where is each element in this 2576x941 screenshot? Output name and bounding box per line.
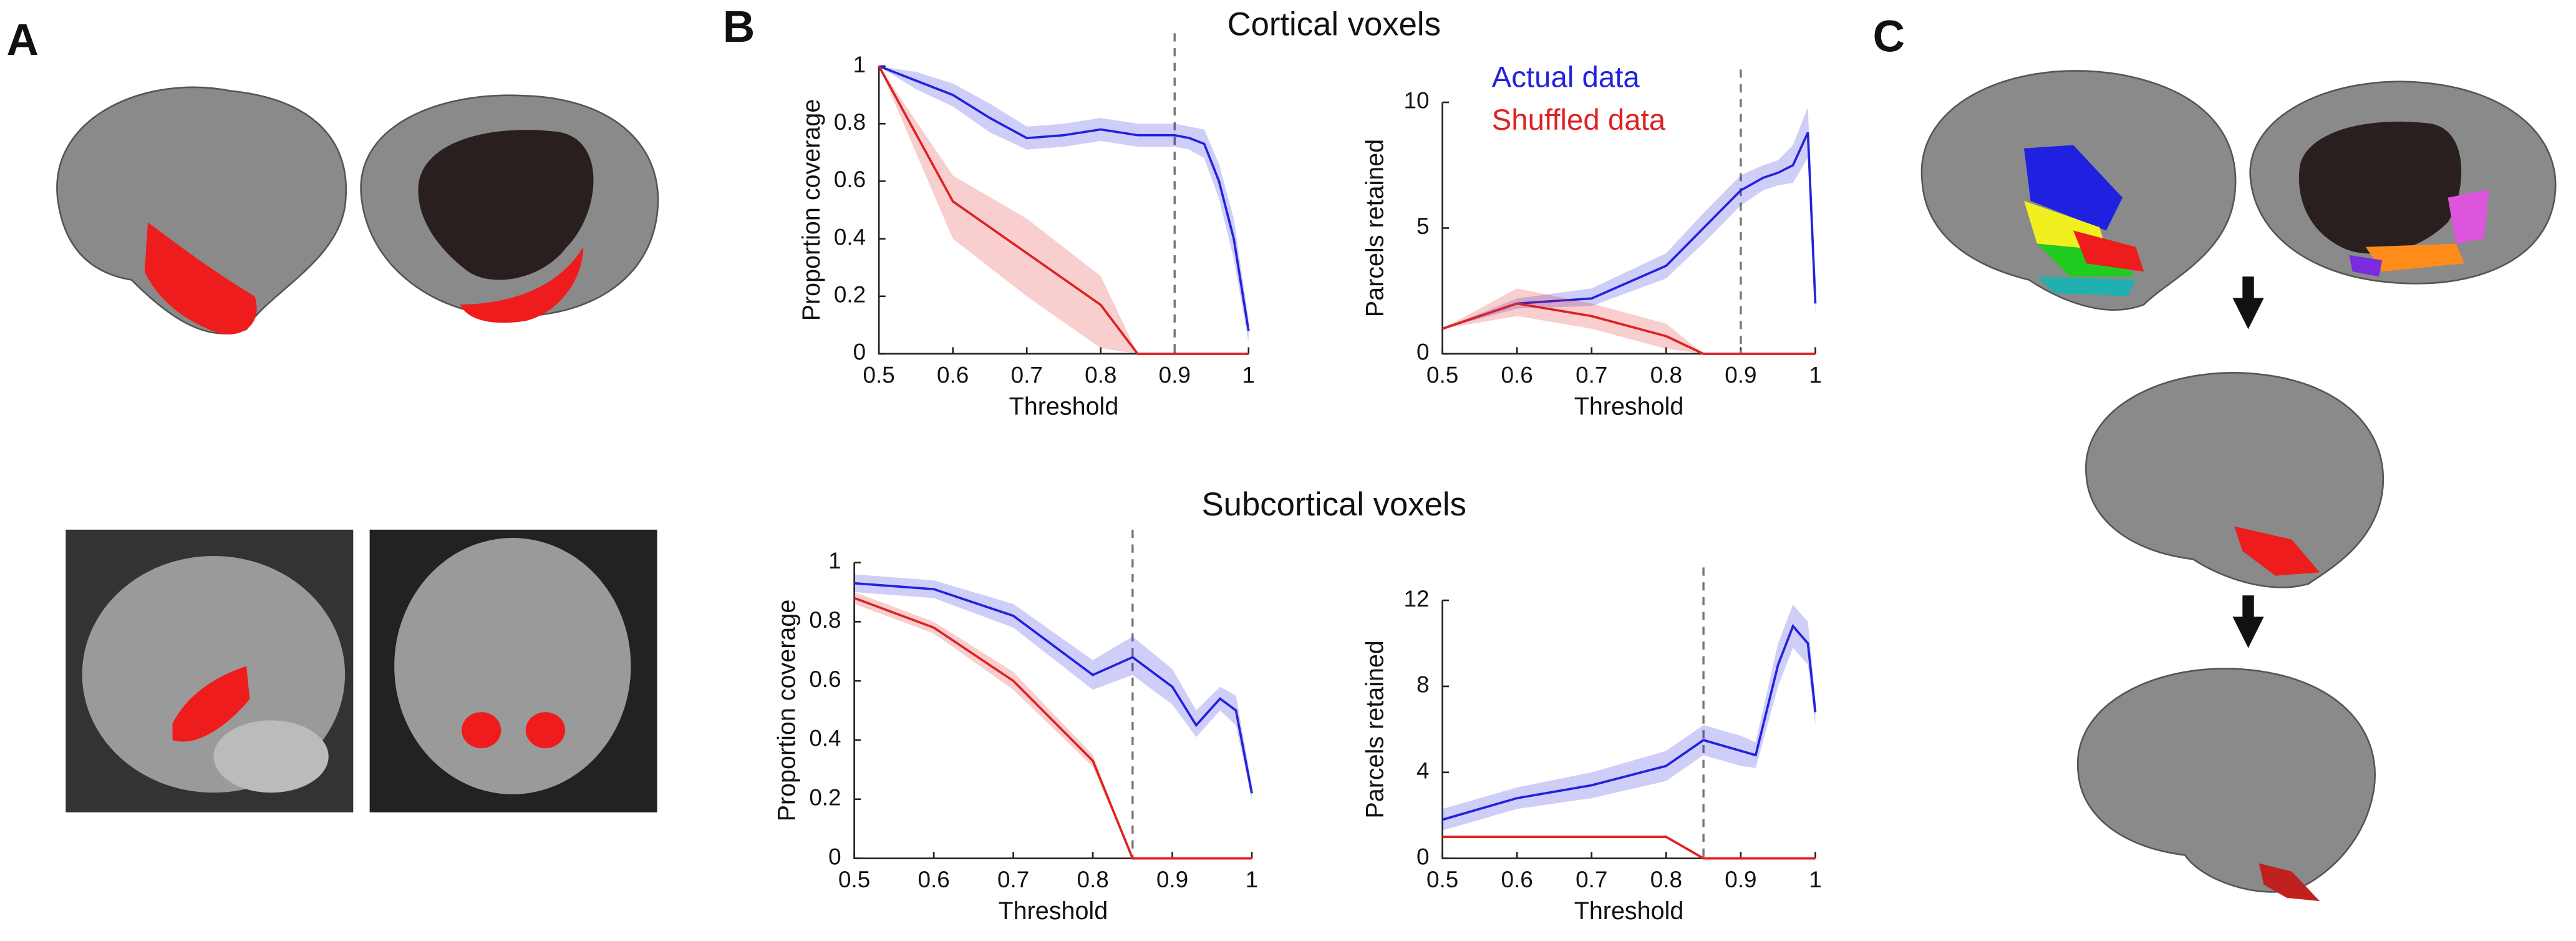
y-tick-label: 0 bbox=[853, 339, 866, 365]
error-band bbox=[854, 592, 1252, 859]
x-tick-label: 0.8 bbox=[1650, 867, 1682, 892]
error-band bbox=[1442, 288, 1816, 354]
panel-label: B bbox=[723, 2, 755, 52]
x-tick-label: 0.5 bbox=[1426, 867, 1458, 892]
x-tick-label: 0.7 bbox=[1011, 363, 1043, 388]
error-band bbox=[854, 574, 1252, 799]
x-tick-label: 0.8 bbox=[1650, 363, 1682, 388]
x-tick-label: 1 bbox=[1242, 363, 1256, 388]
error-band bbox=[1442, 837, 1816, 859]
y-tick-label: 12 bbox=[1404, 586, 1430, 612]
x-tick-label: 0.6 bbox=[937, 363, 969, 388]
arrow bbox=[2232, 276, 2264, 329]
x-tick-label: 0.5 bbox=[863, 363, 895, 388]
x-axis-label: Threshold bbox=[1009, 392, 1119, 420]
x-tick-label: 1 bbox=[1809, 363, 1822, 388]
brain-medial bbox=[360, 94, 659, 323]
mri-coronal bbox=[369, 529, 657, 812]
x-tick-label: 0.6 bbox=[918, 867, 950, 892]
section-title: Cortical voxels bbox=[1227, 6, 1441, 43]
x-tick-label: 0.7 bbox=[1576, 867, 1607, 892]
x-tick-label: 0.6 bbox=[1501, 363, 1533, 388]
x-tick-label: 0.9 bbox=[1725, 867, 1756, 892]
x-tick-label: 0.9 bbox=[1725, 363, 1756, 388]
y-tick-label: 0.4 bbox=[834, 224, 866, 250]
y-tick-label: 0.6 bbox=[809, 666, 841, 692]
x-axis-label: Threshold bbox=[1574, 897, 1684, 925]
y-tick-label: 0.8 bbox=[834, 109, 866, 135]
y-tick-label: 8 bbox=[1416, 672, 1430, 698]
x-tick-label: 0.5 bbox=[838, 867, 870, 892]
y-tick-label: 0 bbox=[1416, 339, 1430, 365]
x-tick-label: 1 bbox=[1809, 867, 1822, 892]
x-axis-label: Threshold bbox=[1574, 392, 1684, 420]
y-tick-label: 10 bbox=[1404, 88, 1430, 114]
y-tick-label: 0.2 bbox=[809, 785, 841, 811]
y-tick-label: 5 bbox=[1416, 213, 1430, 239]
y-axis-label: Parcels retained bbox=[1362, 139, 1389, 317]
line-series bbox=[878, 65, 1250, 331]
line-series bbox=[878, 66, 1249, 355]
y-tick-label: 1 bbox=[853, 52, 866, 77]
arrow bbox=[2232, 595, 2264, 648]
y-tick-label: 1 bbox=[828, 548, 841, 573]
y-tick-label: 4 bbox=[1416, 758, 1430, 783]
line-series bbox=[1442, 836, 1816, 860]
brain-lateral bbox=[56, 86, 347, 335]
x-tick-label: 0.5 bbox=[1426, 363, 1458, 388]
x-tick-label: 0.6 bbox=[1501, 867, 1533, 892]
line-series bbox=[854, 582, 1253, 794]
line-series bbox=[854, 597, 1252, 860]
y-axis-label: Proportion coverage bbox=[798, 99, 825, 321]
x-tick-label: 0.7 bbox=[997, 867, 1029, 892]
legend-entry: Actual data bbox=[1492, 61, 1640, 94]
panel-label: C bbox=[1873, 12, 1905, 62]
y-axis-label: Parcels retained bbox=[1362, 640, 1389, 818]
y-tick-label: 0.4 bbox=[809, 726, 841, 751]
error-band bbox=[879, 66, 1249, 354]
brain-lateral-parcels bbox=[1920, 70, 2237, 311]
x-axis-label: Threshold bbox=[999, 897, 1108, 925]
y-tick-label: 0.2 bbox=[834, 282, 866, 308]
panel-label: A bbox=[7, 16, 39, 65]
x-tick-label: 1 bbox=[1246, 867, 1259, 892]
line-series bbox=[1442, 132, 1817, 330]
y-axis-label: Proportion coverage bbox=[773, 600, 801, 822]
x-tick-label: 0.8 bbox=[1085, 363, 1116, 388]
y-tick-label: 0.8 bbox=[809, 607, 841, 633]
x-tick-label: 0.9 bbox=[1159, 363, 1191, 388]
brain-lateral-final bbox=[2076, 668, 2376, 902]
x-tick-label: 0.9 bbox=[1156, 867, 1188, 892]
brain-medial-parcels bbox=[2249, 80, 2557, 285]
error-band bbox=[1442, 107, 1816, 329]
error-band bbox=[1442, 604, 1816, 831]
brain-lateral-selected bbox=[2085, 372, 2385, 588]
y-tick-label: 0 bbox=[1416, 844, 1430, 869]
y-tick-label: 0 bbox=[828, 844, 841, 869]
legend-entry: Shuffled data bbox=[1492, 104, 1666, 137]
section-title: Subcortical voxels bbox=[1202, 486, 1466, 523]
line-series bbox=[1442, 623, 1817, 821]
y-tick-label: 0.6 bbox=[834, 167, 866, 192]
x-tick-label: 0.7 bbox=[1576, 363, 1607, 388]
mri-sagittal bbox=[65, 529, 354, 812]
line-series bbox=[1442, 302, 1816, 355]
x-tick-label: 0.8 bbox=[1077, 867, 1108, 892]
